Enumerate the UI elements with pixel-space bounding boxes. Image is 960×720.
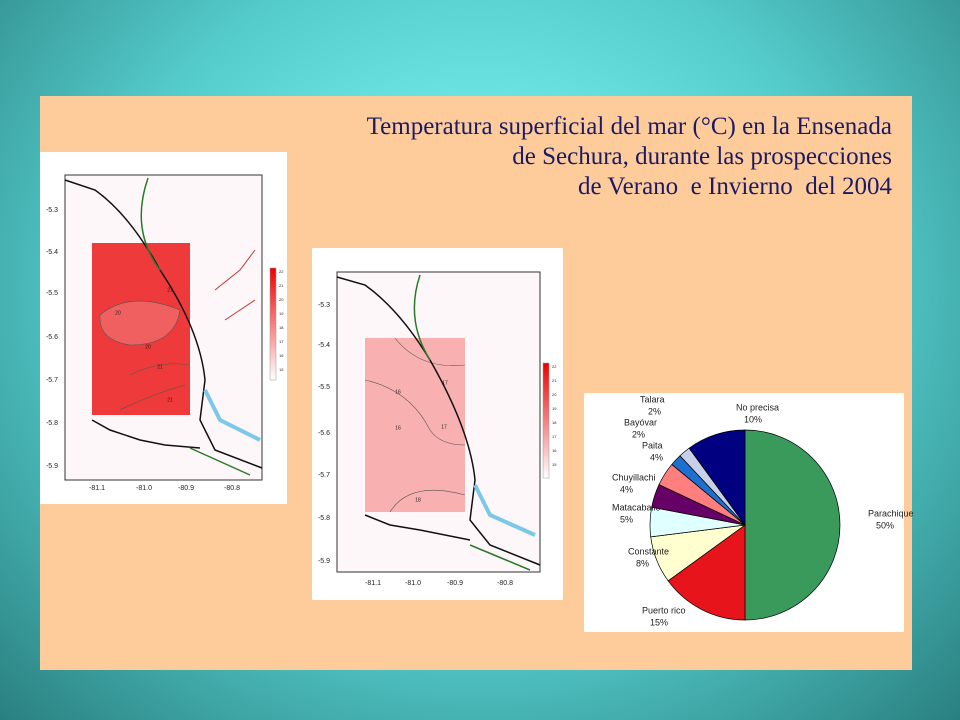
slice-value-label: 2% bbox=[648, 406, 661, 416]
sst-field bbox=[365, 338, 465, 512]
scale-label: 22 bbox=[552, 364, 557, 369]
pie: Parachique 50% Puerto rico 15% Constante 8% Ma… bbox=[612, 394, 914, 627]
slice-label: Bayóvar bbox=[624, 417, 657, 427]
coastline bbox=[364, 514, 471, 541]
river bbox=[203, 389, 261, 442]
x-tick-label: -81.0 bbox=[136, 485, 152, 492]
scale-label: 20 bbox=[552, 392, 557, 397]
color-scale bbox=[269, 267, 277, 381]
pie-slice bbox=[744, 429, 841, 621]
contour-label: 17 bbox=[442, 380, 448, 386]
pie-slice bbox=[688, 429, 746, 527]
y-tick-label: -5.9 bbox=[46, 463, 58, 470]
pie-slice bbox=[667, 524, 746, 621]
slice-value-label: 50% bbox=[876, 520, 894, 530]
contour-label: 17 bbox=[441, 424, 447, 430]
contour-label: 16 bbox=[395, 389, 401, 395]
slice-label: Paita bbox=[642, 440, 663, 450]
y-tick-label: -5.3 bbox=[318, 302, 330, 309]
river bbox=[473, 484, 536, 537]
slice-label: Matacaballo bbox=[612, 502, 661, 512]
x-tick-label: -81.1 bbox=[89, 485, 105, 492]
coastline bbox=[336, 276, 541, 566]
slice-label: Constante bbox=[628, 546, 669, 556]
title-line: de Sechura, durante las prospecciones bbox=[512, 143, 892, 170]
contour bbox=[99, 300, 181, 346]
contour-label: 20 bbox=[145, 344, 151, 350]
slice-label: No precisa bbox=[736, 402, 779, 412]
slice-value-label: 8% bbox=[636, 558, 649, 568]
scale-label: 15 bbox=[279, 367, 284, 372]
x-tick-label: -81.1 bbox=[365, 580, 381, 587]
slice-label: Chuyillachi bbox=[612, 472, 656, 482]
y-tick-label: -5.7 bbox=[46, 377, 58, 384]
title-line: Temperatura superficial del mar (°C) en … bbox=[366, 113, 892, 140]
y-tick-label: -5.9 bbox=[318, 558, 330, 565]
scale-label: 17 bbox=[552, 434, 557, 439]
scale-label: 19 bbox=[279, 311, 284, 316]
roads bbox=[214, 249, 256, 321]
scale-label: 21 bbox=[552, 378, 557, 383]
slice-value-label: 4% bbox=[620, 484, 633, 494]
slice-value-label: 5% bbox=[620, 514, 633, 524]
slice-value-label: 10% bbox=[744, 414, 762, 424]
scale-label: 18 bbox=[279, 325, 284, 330]
contour bbox=[364, 337, 466, 513]
color-scale bbox=[542, 362, 550, 479]
slice-value-label: 15% bbox=[650, 617, 668, 627]
x-tick-label: -80.8 bbox=[224, 485, 240, 492]
x-tick-label: -80.8 bbox=[497, 580, 513, 587]
x-tick-label: -80.9 bbox=[178, 485, 194, 492]
border bbox=[140, 177, 251, 476]
y-tick-label: -5.5 bbox=[46, 290, 58, 297]
title-line: de Verano e Invierno del 2004 bbox=[577, 173, 892, 200]
scale-label: 22 bbox=[279, 269, 284, 274]
y-tick-label: -5.7 bbox=[318, 472, 330, 479]
x-tick-label: -80.9 bbox=[447, 580, 463, 587]
y-tick-label: -5.4 bbox=[46, 249, 58, 256]
y-tick-label: -5.3 bbox=[46, 207, 58, 214]
contour-label: 18 bbox=[415, 497, 421, 503]
contour-label: 16 bbox=[395, 425, 401, 431]
slice-label: Parachique bbox=[868, 508, 914, 518]
contour-label: 21 bbox=[167, 287, 173, 293]
scale-label: 18 bbox=[552, 420, 557, 425]
coastline bbox=[91, 419, 201, 449]
y-tick-label: -5.6 bbox=[46, 334, 58, 341]
scale-label: 17 bbox=[279, 339, 284, 344]
border bbox=[413, 274, 531, 571]
slice-value-label: 4% bbox=[650, 452, 663, 462]
contour-label: 21 bbox=[157, 364, 163, 370]
contour-label: 21 bbox=[167, 397, 173, 403]
y-tick-label: -5.8 bbox=[46, 420, 58, 427]
y-tick-label: -5.8 bbox=[318, 515, 330, 522]
scale-label: 15 bbox=[552, 462, 557, 467]
scale-label: 21 bbox=[279, 283, 284, 288]
x-tick-label: -81.0 bbox=[405, 580, 421, 587]
slice-value-label: 2% bbox=[632, 429, 645, 439]
scale-label: 20 bbox=[279, 297, 284, 302]
scale-label: 16 bbox=[552, 448, 557, 453]
y-tick-label: -5.6 bbox=[318, 430, 330, 437]
y-tick-label: -5.4 bbox=[318, 342, 330, 349]
contour-label: 20 bbox=[115, 310, 121, 316]
slice-label: Talara bbox=[640, 394, 665, 404]
y-tick-label: -5.5 bbox=[318, 384, 330, 391]
title: Temperatura superficial del mar (°C) en … bbox=[367, 112, 892, 202]
scale-label: 16 bbox=[279, 353, 284, 358]
contour bbox=[119, 363, 191, 411]
coastline bbox=[64, 179, 263, 469]
slice-label: Puerto rico bbox=[642, 605, 686, 615]
scale-label: 19 bbox=[552, 406, 557, 411]
